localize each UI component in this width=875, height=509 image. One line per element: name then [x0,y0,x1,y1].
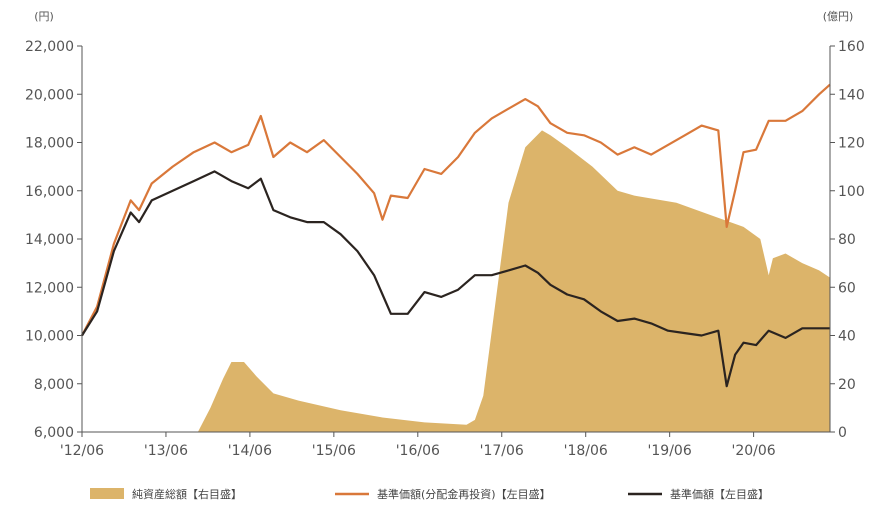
legend-label: 純資産総額【右目盛】 [132,487,242,501]
x-tick-label: '16/06 [396,443,440,459]
y-right-tick-label: 120 [838,136,865,152]
y-left-tick-label: 12,000 [25,280,74,296]
x-tick-label: '17/06 [480,443,524,459]
legend-label: 基準価額【左目盛】 [670,487,769,501]
legend-swatch-area [90,488,124,499]
y-left-tick-label: 8,000 [34,377,74,393]
y-right-tick-label: 100 [838,184,865,200]
y-left-tick-label: 10,000 [25,329,74,345]
legend-layer: 純資産総額【右目盛】 基準価額(分配金再投資)【左目盛】 基準価額【左目盛】 [90,487,769,501]
y-right-tick-label: 80 [838,232,856,248]
y-right-tick-label: 40 [838,329,856,345]
left-axis-unit: (円) [34,10,54,23]
x-tick-label: '20/06 [732,443,776,459]
y-left-tick-label: 18,000 [25,136,74,152]
y-left-tick-label: 20,000 [25,87,74,103]
x-tick-label: '12/06 [60,443,104,459]
right-axis-unit: (億円) [823,10,854,23]
line-layer [81,83,831,388]
axes-layer: 6,000 8,000 10,000 12,000 14,000 16,000 18,000… [25,10,865,459]
x-tick-label: '13/06 [144,443,188,459]
series-line-nav [81,170,830,388]
y-left-tick-label: 14,000 [25,232,74,248]
y-right-tick-label: 60 [838,280,856,296]
y-right-tick-label: 160 [838,39,865,55]
y-right-tick-label: 140 [838,87,865,103]
legend-label: 基準価額(分配金再投資)【左目盛】 [377,487,551,501]
y-left-tick-label: 6,000 [34,425,74,441]
y-left-tick-label: 22,000 [25,39,74,55]
x-tick-label: '19/06 [648,443,692,459]
series-line-reinvested-nav [81,83,831,337]
x-tick-label: '15/06 [312,443,356,459]
series-area-net-assets [197,130,830,432]
y-right-tick-label: 20 [838,377,856,393]
x-tick-label: '18/06 [564,443,608,459]
y-right-tick-label: 0 [838,425,847,441]
area-layer [197,130,830,432]
x-tick-label: '14/06 [228,443,272,459]
y-left-tick-label: 16,000 [25,184,74,200]
